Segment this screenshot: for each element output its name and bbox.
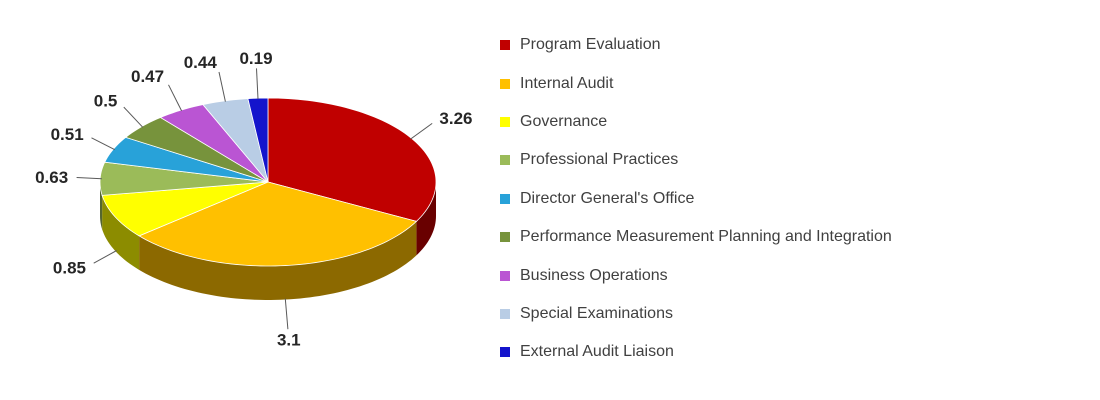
- legend-color-swatch: [500, 40, 510, 51]
- legend-label: Governance: [520, 112, 608, 130]
- legend-color-swatch: [500, 308, 510, 319]
- chart-legend: Program Evaluation Internal Audit Govern…: [500, 0, 1100, 400]
- legend-item: Director General's Office: [500, 180, 1100, 218]
- legend-label: Program Evaluation: [520, 36, 661, 54]
- pie-slice-side: [102, 195, 140, 270]
- legend-label: Performance Measurement Planning and Int…: [520, 228, 892, 246]
- legend-item: Professional Practices: [500, 141, 1100, 179]
- legend-item: External Audit Liaison: [500, 333, 1100, 371]
- label-leader-line: [91, 137, 116, 151]
- label-leader-line: [168, 84, 183, 112]
- label-leader-line: [218, 71, 226, 102]
- label-leader-line: [284, 298, 289, 330]
- pie-chart: 3.26 3.1 0.85 0.63 0.51 0.5 0.47 0.44 0.19: [35, 49, 472, 349]
- legend-color-swatch: [500, 347, 510, 358]
- legend-color-swatch: [500, 78, 510, 89]
- legend-item: Internal Audit: [500, 64, 1100, 102]
- legend-label: Internal Audit: [520, 74, 614, 92]
- data-label: 0.63: [35, 168, 68, 187]
- legend-color-swatch: [500, 155, 510, 166]
- legend-color-swatch: [500, 270, 510, 281]
- legend-color-swatch: [500, 193, 510, 204]
- data-label: 0.85: [53, 258, 86, 277]
- pie-slice: [124, 117, 269, 183]
- data-label: 0.5: [94, 91, 118, 110]
- legend-label: Business Operations: [520, 266, 668, 284]
- data-label: 0.44: [184, 53, 218, 72]
- data-label: 3.1: [277, 330, 301, 349]
- legend-label: Professional Practices: [520, 151, 679, 169]
- legend-item: Special Examinations: [500, 295, 1100, 333]
- pie-slice-side: [139, 221, 417, 300]
- label-leader-line: [123, 106, 144, 128]
- label-leader-line: [410, 122, 433, 140]
- pie-slice-side: [416, 182, 436, 256]
- data-label: 0.51: [51, 125, 84, 144]
- pie-slice: [101, 181, 269, 237]
- pie-slice: [267, 97, 437, 222]
- label-leader-line: [76, 177, 102, 180]
- legend-color-swatch: [500, 232, 510, 243]
- legend-label: Special Examinations: [520, 304, 673, 322]
- legend-label: External Audit Liaison: [520, 343, 674, 361]
- data-label: 3.26: [439, 109, 472, 128]
- label-leader-line: [256, 68, 259, 100]
- data-label: 0.19: [239, 49, 272, 68]
- data-label: 0.47: [131, 67, 164, 86]
- legend-item: Program Evaluation: [500, 26, 1100, 64]
- legend-color-swatch: [500, 116, 510, 127]
- pie-slice: [138, 181, 418, 267]
- legend-item: Governance: [500, 103, 1100, 141]
- legend-item: Business Operations: [500, 256, 1100, 294]
- legend-item: Performance Measurement Planning and Int…: [500, 218, 1100, 256]
- label-leader-line: [93, 250, 117, 264]
- legend-label: Director General's Office: [520, 189, 695, 207]
